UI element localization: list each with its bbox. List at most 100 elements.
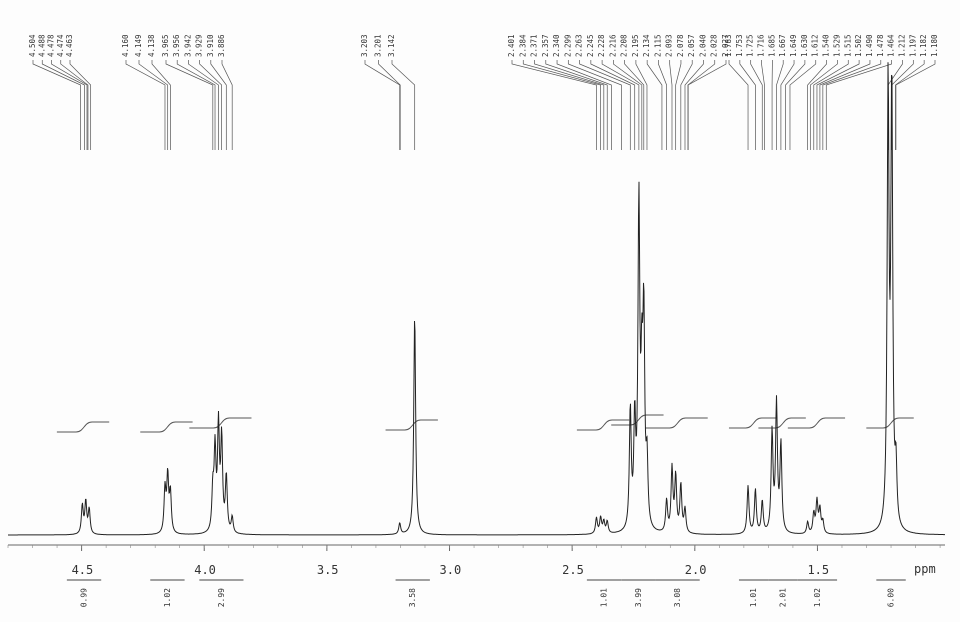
spectrum-layer [8,62,945,536]
peak-label-layer: 4.504 4.488 4.478 4.474 4.463 4.160 4.149 4.138… [28,34,939,150]
peak-leader-line [364,60,401,150]
spectrum-line [8,62,945,536]
integral-value: 2.99 [217,588,226,607]
integral-label-layer: 0.99 1.02 2.99 3.58 1.01 3.99 3.08 1.01 2.01 1.02… [66,579,906,607]
peak-label: 1.716 [757,34,766,57]
peak-label: 1.502 [854,34,863,57]
peak-leader-line [221,60,233,150]
peak-leader-line [590,60,636,150]
integral-curve [787,417,846,429]
x-tick-label: 1.5 [807,563,829,577]
peak-leader-line [669,60,673,150]
x-tick-label: 3.0 [440,563,462,577]
peak-leader-line [601,60,640,150]
integral-value: 2.01 [779,588,788,607]
integral-curve-layer [56,414,914,433]
peak-leader-line [41,60,85,150]
peak-leader-line [761,60,765,150]
peak-leader-line [613,60,643,150]
peak-label: 3.886 [217,34,226,57]
peak-label: 2.028 [710,34,719,57]
integral-value: 3.08 [673,588,682,607]
integral-curve [385,419,438,431]
x-tick-label: 4.0 [194,563,216,577]
peak-leader-line [687,60,716,150]
peak-label: 4.463 [65,34,74,57]
peak-label: 1.540 [822,34,831,57]
peak-label: 3.203 [360,34,369,57]
peak-label: 3.142 [387,34,396,57]
peak-leader-line [391,60,416,150]
peak-label: 1.649 [789,34,798,57]
peak-label: 1.180 [930,34,939,57]
integral-curve [576,419,630,431]
peak-leader-line [165,60,214,150]
peak-label: 2.263 [575,34,584,57]
peak-label: 2.371 [530,34,539,57]
peak-label: 1.612 [811,34,820,57]
peak-label: 2.384 [518,34,527,57]
integral-curve [140,421,193,433]
peak-leader-line [32,60,81,150]
peak-leader-line [750,60,763,150]
peak-label: 2.027 [721,34,730,57]
peak-label: 2.057 [687,34,696,57]
peak-label: 2.245 [586,34,595,57]
peak-leader-line [728,60,749,150]
peak-label: 1.212 [897,34,906,57]
peak-leader-line [210,60,227,150]
peak-label: 1.725 [746,34,755,57]
peak-leader-line [684,60,704,150]
peak-leader-line [522,60,601,150]
peak-label: 2.195 [631,34,640,57]
peak-leader-line [789,60,817,150]
peak-label: 2.134 [642,34,651,57]
peak-label: 3.942 [183,34,192,57]
peak-leader-line [556,60,612,150]
integral-value: 0.99 [80,588,89,607]
peak-leader-line [816,60,860,150]
peak-leader-line [624,60,645,150]
peak-leader-line [188,60,219,150]
integral-value: 1.02 [163,588,172,607]
peak-leader-line [511,60,597,150]
peak-label: 1.464 [887,34,896,57]
peak-leader-line [176,60,216,150]
peak-leader-line [567,60,622,150]
peak-leader-line [891,60,914,150]
peak-label: 2.208 [620,34,629,57]
peak-leader-line [151,60,171,150]
x-axis-label: ppm [914,562,936,576]
peak-label: 2.093 [665,34,674,57]
peak-leader-line [680,60,693,150]
x-tick-label: 3.5 [317,563,339,577]
peak-leader-line [125,60,166,150]
peak-label: 4.504 [28,34,37,57]
peak-leader-line [60,60,89,150]
peak-leader-line [895,60,936,150]
peak-leader-line [813,60,849,150]
peak-leader-line [687,60,727,150]
peak-label: 2.078 [676,34,685,57]
peak-leader-line [785,60,806,150]
peak-label: 1.529 [832,34,841,57]
integral-curve [56,421,110,433]
peak-leader-line [69,60,92,150]
peak-label: 2.216 [608,34,617,57]
peak-label: 1.630 [800,34,809,57]
peak-leader-line [822,60,882,150]
integral-curve [866,417,914,429]
peak-label: 1.753 [735,34,744,57]
x-tick-label: 2.5 [562,563,584,577]
x-tick-label: 4.5 [72,563,94,577]
peak-leader-line [138,60,169,150]
peak-label: 1.667 [778,34,787,57]
integral-value: 3.99 [634,588,643,607]
peak-leader-line [739,60,756,150]
peak-label: 2.401 [507,34,516,57]
peak-label: 1.515 [843,34,852,57]
peak-label: 1.182 [919,34,928,57]
integral-value: 3.58 [408,588,417,607]
peak-leader-line [658,60,667,150]
integral-curve [189,417,252,429]
